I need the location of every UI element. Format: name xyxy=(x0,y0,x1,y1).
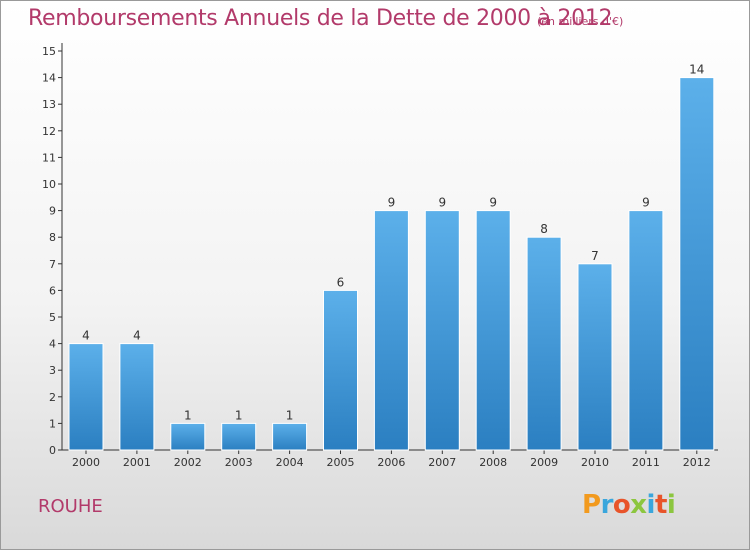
logo-letter: i xyxy=(666,490,676,520)
bar xyxy=(119,343,155,451)
bar-value-label: 9 xyxy=(489,196,497,210)
bar xyxy=(373,210,409,451)
bar-value-label: 14 xyxy=(689,63,704,77)
x-tick-label: 2008 xyxy=(479,456,507,469)
bar xyxy=(475,210,511,451)
x-tick-label: 2011 xyxy=(632,456,660,469)
logo-letter: t xyxy=(654,490,667,520)
y-tick-label: 11 xyxy=(42,151,56,164)
y-tick-label: 10 xyxy=(42,178,56,191)
y-tick-label: 3 xyxy=(49,364,56,377)
x-tick-label: 2004 xyxy=(276,456,304,469)
bar-value-label: 4 xyxy=(133,329,141,343)
y-tick-label: 14 xyxy=(42,72,56,85)
y-tick-label: 12 xyxy=(42,125,56,138)
x-tick-label: 2010 xyxy=(581,456,609,469)
logo-letter: r xyxy=(600,490,614,520)
bar xyxy=(628,210,664,451)
x-tick-label: 2006 xyxy=(377,456,405,469)
y-tick-label: 9 xyxy=(49,205,56,218)
y-tick-label: 8 xyxy=(49,231,56,244)
x-tick-label: 2007 xyxy=(428,456,456,469)
y-tick-label: 15 xyxy=(42,45,56,58)
bar-value-label: 4 xyxy=(82,329,90,343)
x-tick-label: 2000 xyxy=(72,456,100,469)
logo-letter: i xyxy=(646,490,656,520)
bar-value-label: 1 xyxy=(235,408,243,422)
town-name: ROUHE xyxy=(38,496,103,517)
chart-unit: (en milliers d'€) xyxy=(537,15,624,28)
bar xyxy=(526,236,562,451)
y-tick-label: 2 xyxy=(49,391,56,404)
x-tick-label: 2001 xyxy=(123,456,151,469)
bar xyxy=(679,77,715,451)
logo-letter: x xyxy=(630,490,647,520)
y-tick-label: 13 xyxy=(42,98,56,111)
y-tick-label: 4 xyxy=(49,338,56,351)
bar-value-label: 8 xyxy=(540,222,548,236)
logo-letter: P xyxy=(582,490,601,520)
x-tick-label: 2009 xyxy=(530,456,558,469)
y-tick-label: 5 xyxy=(49,311,56,324)
x-tick-label: 2012 xyxy=(683,456,711,469)
bar xyxy=(272,422,308,451)
bar xyxy=(170,422,206,451)
bar xyxy=(577,263,613,451)
y-tick-label: 0 xyxy=(49,444,56,457)
logo-letter: o xyxy=(612,490,631,520)
bar xyxy=(68,343,104,451)
bar-value-label: 9 xyxy=(642,196,650,210)
bar-value-label: 9 xyxy=(388,196,396,210)
proxiti-logo[interactable]: Proxiti xyxy=(582,490,676,520)
bar xyxy=(221,422,257,451)
y-tick-label: 1 xyxy=(49,417,56,430)
bar-value-label: 1 xyxy=(184,408,192,422)
bar-value-label: 1 xyxy=(286,408,294,422)
bar-value-label: 7 xyxy=(591,249,599,263)
y-tick-label: 6 xyxy=(49,284,56,297)
x-tick-label: 2003 xyxy=(225,456,253,469)
bar xyxy=(424,210,460,451)
y-tick-label: 7 xyxy=(49,258,56,271)
bar xyxy=(323,289,358,451)
x-tick-label: 2002 xyxy=(174,456,202,469)
bar-value-label: 9 xyxy=(438,196,446,210)
bar-value-label: 6 xyxy=(337,275,345,289)
chart-title: Remboursements Annuels de la Dette de 20… xyxy=(28,6,613,31)
x-tick-label: 2005 xyxy=(327,456,355,469)
